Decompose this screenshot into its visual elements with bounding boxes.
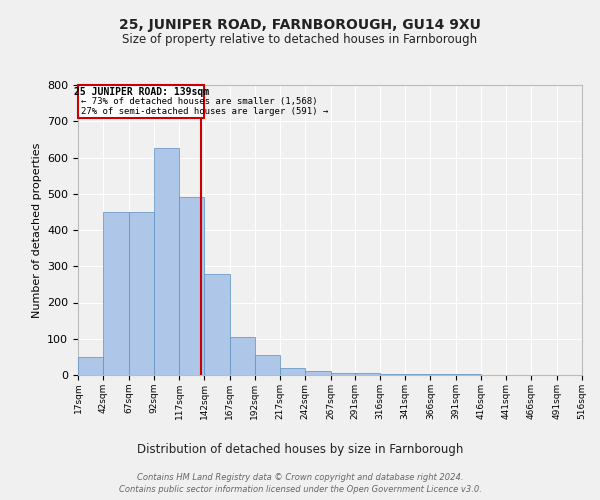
Text: 25 JUNIPER ROAD: 139sqm: 25 JUNIPER ROAD: 139sqm	[74, 87, 209, 97]
Bar	[204, 274, 230, 375]
Bar	[305, 372, 331, 375]
Bar	[255, 355, 280, 375]
Bar	[103, 212, 128, 375]
Text: Distribution of detached houses by size in Farnborough: Distribution of detached houses by size …	[137, 442, 463, 456]
Bar	[456, 374, 481, 375]
Bar	[78, 85, 204, 117]
Text: 25, JUNIPER ROAD, FARNBOROUGH, GU14 9XU: 25, JUNIPER ROAD, FARNBOROUGH, GU14 9XU	[119, 18, 481, 32]
Bar	[331, 373, 356, 375]
Text: Size of property relative to detached houses in Farnborough: Size of property relative to detached ho…	[122, 32, 478, 46]
Bar	[430, 374, 456, 375]
Bar	[280, 368, 305, 375]
Bar	[380, 374, 405, 375]
Bar	[78, 357, 103, 375]
Bar	[154, 148, 179, 375]
Bar	[230, 337, 255, 375]
Bar	[405, 374, 430, 375]
Y-axis label: Number of detached properties: Number of detached properties	[32, 142, 41, 318]
Bar	[179, 198, 204, 375]
Text: ← 73% of detached houses are smaller (1,568): ← 73% of detached houses are smaller (1,…	[81, 97, 317, 106]
Text: Contains public sector information licensed under the Open Government Licence v3: Contains public sector information licen…	[119, 485, 481, 494]
Text: Contains HM Land Registry data © Crown copyright and database right 2024.: Contains HM Land Registry data © Crown c…	[137, 472, 463, 482]
Bar	[355, 373, 380, 375]
Text: 27% of semi-detached houses are larger (591) →: 27% of semi-detached houses are larger (…	[81, 107, 328, 116]
Bar	[128, 212, 154, 375]
